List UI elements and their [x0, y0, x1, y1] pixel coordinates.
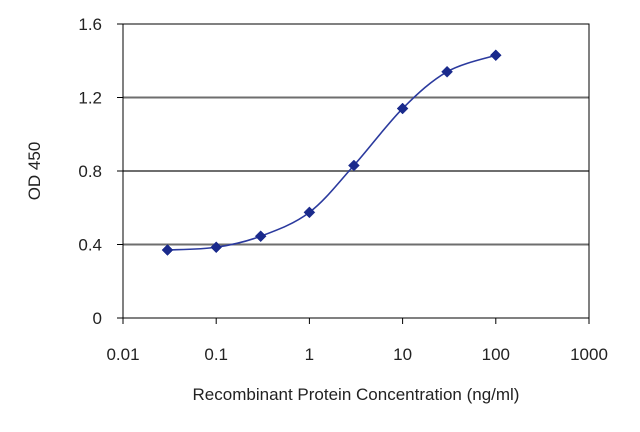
x-tick-label-2: 1 — [305, 345, 314, 364]
y-axis-title: OD 450 — [25, 142, 44, 201]
y-tick-label-3: 1.2 — [78, 89, 102, 108]
x-tick-label-4: 100 — [482, 345, 510, 364]
x-axis-ticks: 0.01 0.1 1 10 100 1000 — [106, 318, 608, 364]
data-point-5 — [396, 102, 409, 115]
y-tick-label-0: 0 — [93, 309, 102, 328]
data-point-3 — [303, 206, 316, 219]
series-curve — [167, 54, 497, 251]
grid-lines — [123, 96, 589, 246]
x-axis-title: Recombinant Protein Concentration (ng/ml… — [193, 385, 520, 404]
data-point-4 — [348, 159, 360, 172]
y-axis-ticks: 0 0.4 0.8 1.2 1.6 — [78, 15, 123, 328]
x-tick-label-5: 1000 — [570, 345, 608, 364]
x-tick-label-1: 0.1 — [204, 345, 228, 364]
data-point-6 — [441, 65, 453, 78]
data-point-2 — [254, 230, 267, 243]
y-tick-label-1: 0.4 — [78, 236, 102, 255]
x-tick-label-0: 0.01 — [106, 345, 139, 364]
series-line-0 — [167, 54, 497, 251]
data-point-1 — [210, 241, 223, 254]
y-tick-label-2: 0.8 — [78, 162, 102, 181]
x-tick-label-3: 10 — [393, 345, 412, 364]
data-point-7 — [489, 49, 502, 62]
series-points — [161, 49, 502, 256]
y-tick-label-4: 1.6 — [78, 15, 102, 34]
data-point-0 — [161, 244, 174, 256]
